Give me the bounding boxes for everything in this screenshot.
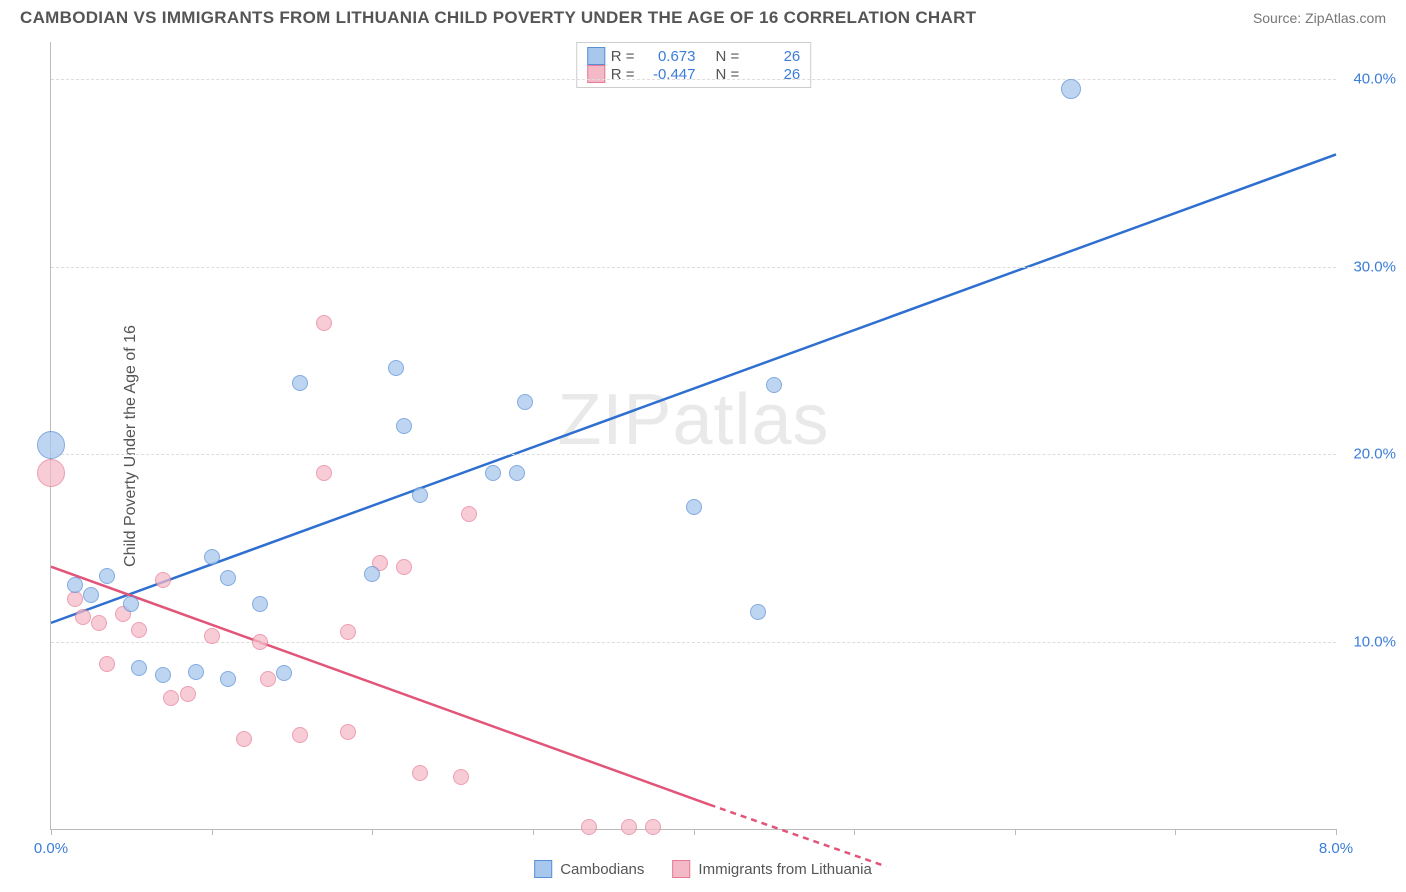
scatter-point-pink (236, 731, 252, 747)
xtick-mark (854, 829, 855, 835)
scatter-point-blue (1061, 79, 1081, 99)
scatter-point-pink (396, 559, 412, 575)
scatter-point-pink (131, 622, 147, 638)
chart-title: CAMBODIAN VS IMMIGRANTS FROM LITHUANIA C… (20, 8, 976, 28)
scatter-point-pink (412, 765, 428, 781)
scatter-point-pink (292, 727, 308, 743)
trend-line (710, 805, 887, 867)
xtick-mark (533, 829, 534, 835)
r-value-blue: 0.673 (641, 48, 696, 65)
scatter-point-blue (517, 394, 533, 410)
legend-item-blue: Cambodians (534, 860, 644, 878)
stats-legend: R = 0.673 N = 26 R = -0.447 N = 26 (576, 42, 812, 88)
scatter-point-blue (131, 660, 147, 676)
scatter-point-blue (252, 596, 268, 612)
scatter-point-blue (750, 604, 766, 620)
scatter-point-blue (67, 577, 83, 593)
scatter-point-pink (91, 615, 107, 631)
gridline-h (51, 454, 1336, 455)
trend-line (51, 567, 710, 805)
scatter-point-blue (155, 667, 171, 683)
scatter-point-blue (220, 671, 236, 687)
trend-line (51, 154, 1336, 622)
xtick-label: 0.0% (34, 840, 68, 857)
scatter-point-pink (155, 572, 171, 588)
scatter-point-pink (645, 819, 661, 835)
stats-row-blue: R = 0.673 N = 26 (587, 47, 801, 65)
ytick-label: 10.0% (1341, 633, 1396, 650)
scatter-point-pink (252, 634, 268, 650)
chart-header: CAMBODIAN VS IMMIGRANTS FROM LITHUANIA C… (0, 0, 1406, 28)
scatter-point-blue (388, 360, 404, 376)
scatter-point-pink (621, 819, 637, 835)
scatter-point-pink (581, 819, 597, 835)
scatter-point-blue (686, 499, 702, 515)
ytick-label: 20.0% (1341, 446, 1396, 463)
scatter-point-pink (99, 656, 115, 672)
n-label: N = (716, 48, 740, 65)
xtick-mark (1175, 829, 1176, 835)
scatter-point-blue (188, 664, 204, 680)
scatter-point-blue (364, 566, 380, 582)
scatter-point-blue (220, 570, 236, 586)
source-label: Source: ZipAtlas.com (1253, 10, 1386, 26)
xtick-label: 8.0% (1319, 840, 1353, 857)
scatter-point-blue (37, 431, 65, 459)
trend-lines-svg (51, 42, 1336, 829)
swatch-blue (534, 860, 552, 878)
scatter-point-blue (766, 377, 782, 393)
ytick-label: 30.0% (1341, 258, 1396, 275)
gridline-h (51, 642, 1336, 643)
scatter-point-pink (37, 459, 65, 487)
scatter-point-pink (163, 690, 179, 706)
xtick-mark (372, 829, 373, 835)
scatter-point-pink (75, 609, 91, 625)
ytick-label: 40.0% (1341, 71, 1396, 88)
series-legend: Cambodians Immigrants from Lithuania (534, 860, 872, 878)
swatch-pink (672, 860, 690, 878)
scatter-point-blue (276, 665, 292, 681)
xtick-mark (1336, 829, 1337, 835)
legend-label-blue: Cambodians (560, 861, 644, 878)
scatter-point-pink (204, 628, 220, 644)
n-value-blue: 26 (745, 48, 800, 65)
scatter-point-blue (204, 549, 220, 565)
scatter-point-pink (260, 671, 276, 687)
xtick-mark (51, 829, 52, 835)
legend-label-pink: Immigrants from Lithuania (698, 861, 871, 878)
scatter-point-blue (292, 375, 308, 391)
scatter-point-pink (461, 506, 477, 522)
xtick-mark (1015, 829, 1016, 835)
scatter-point-blue (123, 596, 139, 612)
scatter-point-pink (340, 624, 356, 640)
scatter-point-pink (316, 315, 332, 331)
swatch-blue (587, 47, 605, 65)
scatter-point-blue (396, 418, 412, 434)
legend-item-pink: Immigrants from Lithuania (672, 860, 871, 878)
scatter-point-blue (509, 465, 525, 481)
scatter-point-pink (453, 769, 469, 785)
xtick-mark (212, 829, 213, 835)
scatter-point-pink (316, 465, 332, 481)
gridline-h (51, 79, 1336, 80)
scatter-point-blue (412, 487, 428, 503)
chart-plot-area: ZIPatlas R = 0.673 N = 26 R = -0.447 N =… (50, 42, 1336, 830)
r-label: R = (611, 48, 635, 65)
xtick-mark (694, 829, 695, 835)
scatter-point-blue (485, 465, 501, 481)
scatter-point-blue (99, 568, 115, 584)
scatter-point-pink (180, 686, 196, 702)
gridline-h (51, 267, 1336, 268)
scatter-point-blue (83, 587, 99, 603)
scatter-point-pink (340, 724, 356, 740)
